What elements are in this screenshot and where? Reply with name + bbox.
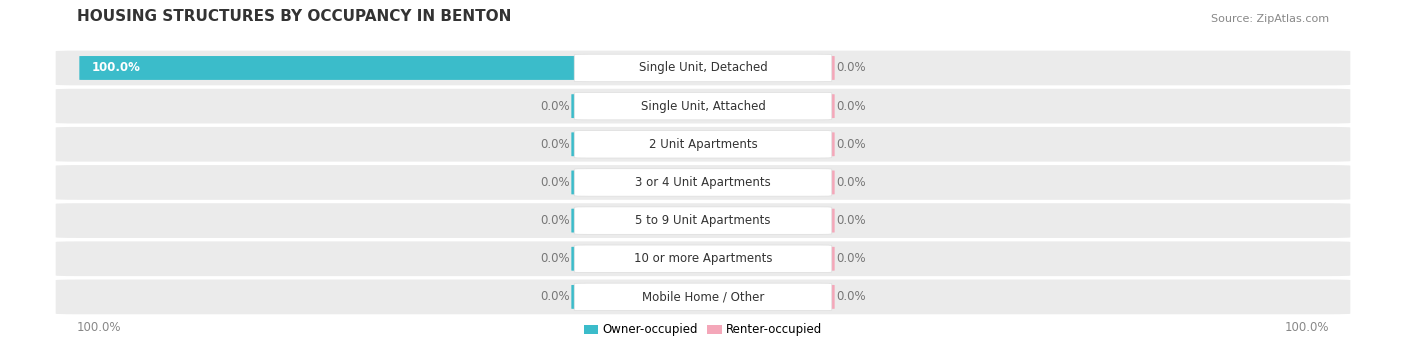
Text: Single Unit, Attached: Single Unit, Attached	[641, 100, 765, 113]
FancyBboxPatch shape	[814, 209, 835, 233]
Text: 3 or 4 Unit Apartments: 3 or 4 Unit Apartments	[636, 176, 770, 189]
Text: 100.0%: 100.0%	[76, 321, 121, 333]
FancyBboxPatch shape	[574, 169, 832, 196]
Text: 10 or more Apartments: 10 or more Apartments	[634, 252, 772, 265]
Text: 0.0%: 0.0%	[837, 100, 866, 113]
Legend: Owner-occupied, Renter-occupied: Owner-occupied, Renter-occupied	[583, 324, 823, 337]
Text: 100.0%: 100.0%	[91, 61, 141, 74]
FancyBboxPatch shape	[571, 247, 592, 271]
Text: 100.0%: 100.0%	[1285, 321, 1330, 333]
Text: 0.0%: 0.0%	[540, 100, 569, 113]
Text: Single Unit, Detached: Single Unit, Detached	[638, 61, 768, 74]
FancyBboxPatch shape	[79, 56, 592, 80]
Text: 0.0%: 0.0%	[837, 61, 866, 74]
Text: 2 Unit Apartments: 2 Unit Apartments	[648, 138, 758, 151]
Text: 0.0%: 0.0%	[540, 138, 569, 151]
Text: 0.0%: 0.0%	[837, 138, 866, 151]
Text: Source: ZipAtlas.com: Source: ZipAtlas.com	[1212, 14, 1330, 24]
FancyBboxPatch shape	[574, 131, 832, 158]
FancyBboxPatch shape	[56, 280, 1350, 314]
FancyBboxPatch shape	[56, 50, 1350, 85]
FancyBboxPatch shape	[56, 203, 1350, 238]
FancyBboxPatch shape	[814, 56, 835, 80]
FancyBboxPatch shape	[574, 92, 832, 120]
FancyBboxPatch shape	[56, 165, 1350, 200]
FancyBboxPatch shape	[574, 283, 832, 311]
Text: 0.0%: 0.0%	[540, 176, 569, 189]
Text: 0.0%: 0.0%	[837, 176, 866, 189]
FancyBboxPatch shape	[814, 170, 835, 194]
Text: 0.0%: 0.0%	[540, 214, 569, 227]
FancyBboxPatch shape	[814, 285, 835, 309]
FancyBboxPatch shape	[571, 94, 592, 118]
Text: HOUSING STRUCTURES BY OCCUPANCY IN BENTON: HOUSING STRUCTURES BY OCCUPANCY IN BENTO…	[76, 9, 510, 24]
FancyBboxPatch shape	[571, 132, 592, 156]
FancyBboxPatch shape	[571, 170, 592, 194]
FancyBboxPatch shape	[571, 285, 592, 309]
Text: 5 to 9 Unit Apartments: 5 to 9 Unit Apartments	[636, 214, 770, 227]
Text: 0.0%: 0.0%	[540, 291, 569, 303]
Text: Mobile Home / Other: Mobile Home / Other	[641, 291, 765, 303]
Text: 0.0%: 0.0%	[837, 291, 866, 303]
FancyBboxPatch shape	[574, 207, 832, 234]
FancyBboxPatch shape	[56, 127, 1350, 162]
FancyBboxPatch shape	[814, 132, 835, 156]
FancyBboxPatch shape	[814, 94, 835, 118]
FancyBboxPatch shape	[571, 209, 592, 233]
Text: 0.0%: 0.0%	[540, 252, 569, 265]
Text: 0.0%: 0.0%	[837, 214, 866, 227]
Text: 0.0%: 0.0%	[837, 252, 866, 265]
FancyBboxPatch shape	[574, 54, 832, 82]
FancyBboxPatch shape	[814, 247, 835, 271]
FancyBboxPatch shape	[56, 89, 1350, 123]
FancyBboxPatch shape	[56, 241, 1350, 276]
FancyBboxPatch shape	[574, 245, 832, 272]
